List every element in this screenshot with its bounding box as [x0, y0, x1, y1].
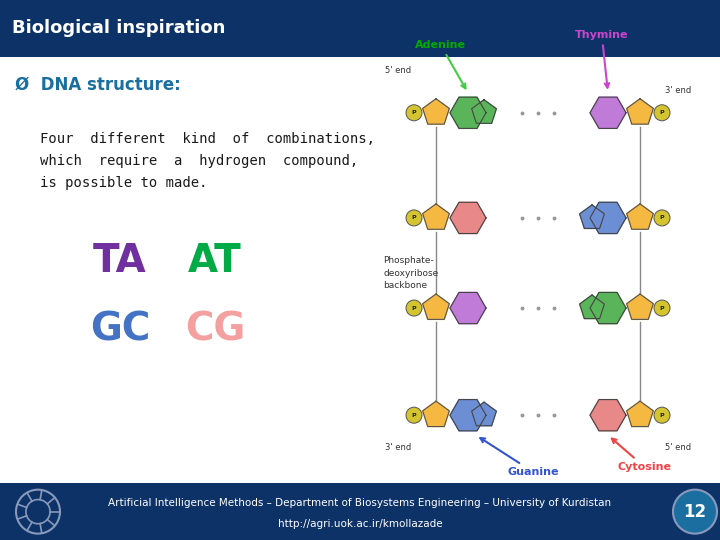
Circle shape — [654, 210, 670, 226]
Text: Biological inspiration: Biological inspiration — [12, 19, 225, 37]
Polygon shape — [590, 202, 626, 233]
Polygon shape — [590, 97, 626, 129]
Text: GC: GC — [90, 310, 150, 349]
Text: P: P — [660, 306, 665, 310]
Text: http://agri.uok.ac.ir/kmollazade: http://agri.uok.ac.ir/kmollazade — [278, 519, 442, 529]
Polygon shape — [472, 402, 496, 426]
Text: 12: 12 — [683, 503, 706, 521]
Circle shape — [406, 105, 422, 121]
Text: Guanine: Guanine — [480, 438, 559, 477]
Text: Phosphate-
deoxyribose
backbone: Phosphate- deoxyribose backbone — [383, 256, 438, 290]
Text: CG: CG — [185, 310, 246, 349]
Polygon shape — [590, 293, 626, 323]
Polygon shape — [423, 294, 449, 319]
Polygon shape — [450, 293, 486, 323]
Text: 5' end: 5' end — [665, 443, 691, 453]
Circle shape — [673, 490, 717, 534]
Text: P: P — [660, 215, 665, 220]
Text: P: P — [660, 413, 665, 418]
Text: P: P — [660, 110, 665, 115]
Circle shape — [654, 105, 670, 121]
Text: Adenine: Adenine — [415, 39, 466, 89]
Text: P: P — [412, 215, 416, 220]
Polygon shape — [450, 400, 486, 431]
Text: 3' end: 3' end — [385, 443, 411, 453]
Bar — [0, 483, 720, 540]
Polygon shape — [423, 204, 449, 230]
Polygon shape — [450, 202, 486, 233]
Text: is possible to made.: is possible to made. — [40, 176, 207, 190]
Text: Four  different  kind  of  combinations,: Four different kind of combinations, — [40, 132, 375, 146]
Text: P: P — [412, 110, 416, 115]
Polygon shape — [626, 401, 653, 427]
Text: Artificial Intelligence Methods – Department of Biosystems Engineering – Univers: Artificial Intelligence Methods – Depart… — [109, 498, 611, 508]
Circle shape — [406, 300, 422, 316]
Bar — [0, 0, 720, 57]
Text: P: P — [412, 413, 416, 418]
Text: P: P — [412, 306, 416, 310]
Text: which  require  a  hydrogen  compound,: which require a hydrogen compound, — [40, 154, 359, 168]
Polygon shape — [626, 294, 653, 319]
Text: AT: AT — [188, 242, 242, 280]
Text: Ø  DNA structure:: Ø DNA structure: — [15, 76, 181, 94]
Text: 5' end: 5' end — [385, 66, 411, 75]
Polygon shape — [626, 204, 653, 230]
Polygon shape — [472, 100, 496, 123]
Circle shape — [654, 300, 670, 316]
Polygon shape — [450, 97, 486, 129]
Text: TA: TA — [93, 242, 147, 280]
Circle shape — [654, 407, 670, 423]
Circle shape — [406, 407, 422, 423]
Polygon shape — [423, 401, 449, 427]
Polygon shape — [590, 400, 626, 431]
Polygon shape — [423, 99, 449, 124]
Text: 3' end: 3' end — [665, 86, 691, 94]
Circle shape — [406, 210, 422, 226]
Text: Thymine: Thymine — [575, 30, 629, 87]
Polygon shape — [580, 205, 604, 228]
Text: Cytosine: Cytosine — [612, 438, 672, 472]
Polygon shape — [580, 295, 604, 319]
Polygon shape — [626, 99, 653, 124]
